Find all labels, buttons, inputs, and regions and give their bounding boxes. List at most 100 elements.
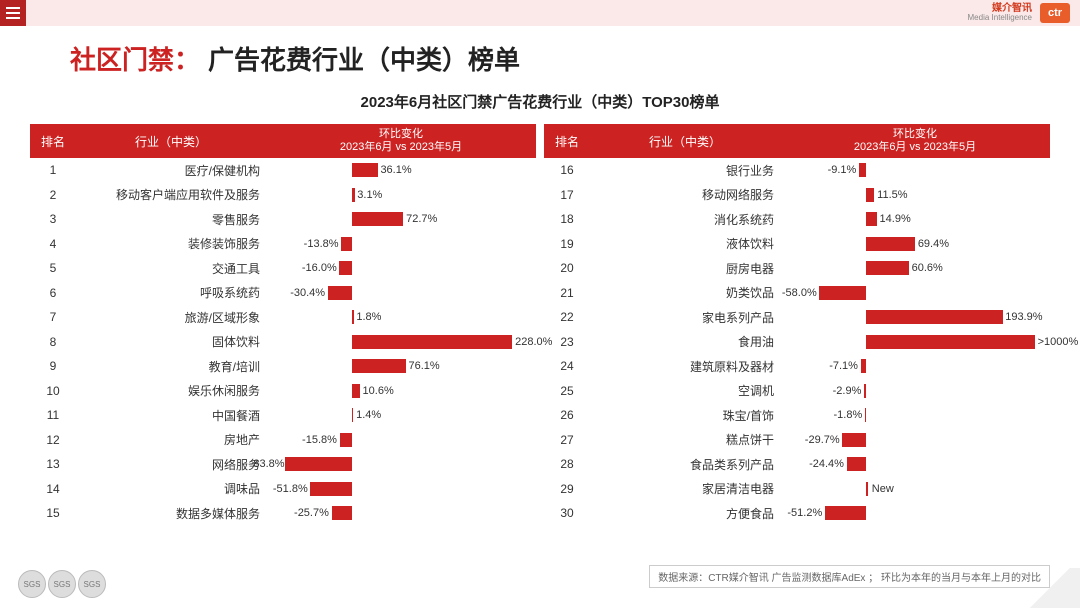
table-row: 4装修装饰服务-13.8% <box>30 232 536 257</box>
cell-change: -83.8% <box>266 452 536 477</box>
bar-label: -29.7% <box>805 434 840 446</box>
th-change: 环比变化 2023年6月 vs 2023年5月 <box>266 128 536 154</box>
bar-label: -58.0% <box>782 287 817 299</box>
table-row: 14调味品-51.8% <box>30 477 536 502</box>
cell-change: -25.7% <box>266 501 536 526</box>
bar-label: -2.9% <box>833 385 862 397</box>
bar-label: 72.7% <box>406 213 437 225</box>
cell-rank: 12 <box>30 433 76 447</box>
cell-rank: 27 <box>544 433 590 447</box>
cell-rank: 2 <box>30 188 76 202</box>
cell-industry: 医疗/保健机构 <box>76 162 266 179</box>
cell-rank: 16 <box>544 163 590 177</box>
table-row: 7旅游/区域形象1.8% <box>30 305 536 330</box>
bar-label: -25.7% <box>294 507 329 519</box>
cell-rank: 4 <box>30 237 76 251</box>
bar <box>866 261 909 275</box>
bar <box>332 506 353 520</box>
cell-change: -7.1% <box>780 354 1050 379</box>
bar <box>866 212 876 226</box>
bar <box>352 335 512 349</box>
bar <box>352 310 353 324</box>
cell-rank: 6 <box>30 286 76 300</box>
cell-rank: 8 <box>30 335 76 349</box>
cell-change: 3.1% <box>266 183 536 208</box>
cell-change: -16.0% <box>266 256 536 281</box>
cell-change: 193.9% <box>780 305 1050 330</box>
bar-label: 60.6% <box>912 262 943 274</box>
table-row: 10娱乐休闲服务10.6% <box>30 379 536 404</box>
bar-label: 193.9% <box>1005 311 1042 323</box>
cell-change: 228.0% <box>266 330 536 355</box>
cell-industry: 方便食品 <box>590 505 780 522</box>
bar <box>328 286 353 300</box>
cell-rank: 29 <box>544 482 590 496</box>
title-rest: 广告花费行业（中类）榜单 <box>208 40 520 77</box>
cell-change: -13.8% <box>266 232 536 257</box>
bar-label: -15.8% <box>302 434 337 446</box>
table-row: 2移动客户端应用软件及服务 3.1% <box>30 183 536 208</box>
bar-label: New <box>872 483 894 495</box>
bar-label: 1.4% <box>356 409 381 421</box>
cell-industry: 银行业务 <box>590 162 780 179</box>
brand-block: 媒介智讯 Media Intelligence ctr <box>968 3 1080 23</box>
bar-label: -7.1% <box>829 360 858 372</box>
cell-rank: 9 <box>30 359 76 373</box>
cell-industry: 呼吸系统药 <box>76 284 266 301</box>
footer-note: 数据来源：CTR媒介智讯 广告监测数据库AdEx ； 环比为本年的当月与本年上月… <box>649 565 1050 588</box>
table-row: 20厨房电器 60.6% <box>544 256 1050 281</box>
table-row: 25空调机-2.9% <box>544 379 1050 404</box>
table-row: 1医疗/保健机构36.1% <box>30 158 536 183</box>
cell-rank: 3 <box>30 212 76 226</box>
bar-label: -51.8% <box>273 483 308 495</box>
table-row: 30方便食品-51.2% <box>544 501 1050 526</box>
cell-change: -51.2% <box>780 501 1050 526</box>
table-header-left: 排名 行业（中类） 环比变化 2023年6月 vs 2023年5月 <box>30 124 536 158</box>
bar <box>340 433 353 447</box>
bar <box>285 457 353 471</box>
cell-industry: 珠宝/首饰 <box>590 407 780 424</box>
cell-change: 72.7% <box>266 207 536 232</box>
hamburger-menu-icon[interactable] <box>0 0 26 26</box>
bar-label: 3.1% <box>357 189 382 201</box>
cell-rank: 1 <box>30 163 76 177</box>
bar <box>866 310 1002 324</box>
cell-change: 69.4% <box>780 232 1050 257</box>
cell-rank: 13 <box>30 457 76 471</box>
cell-industry: 家电系列产品 <box>590 309 780 326</box>
bar-label: -16.0% <box>302 262 337 274</box>
table-row: 21奶类饮品-58.0% <box>544 281 1050 306</box>
bar-label: 1.8% <box>356 311 381 323</box>
bar <box>866 335 1034 349</box>
cell-industry: 厨房电器 <box>590 260 780 277</box>
cell-rank: 26 <box>544 408 590 422</box>
brand-logo: ctr <box>1040 3 1070 23</box>
cell-industry: 食品类系列产品 <box>590 456 780 473</box>
cell-rank: 7 <box>30 310 76 324</box>
cell-industry: 食用油 <box>590 333 780 350</box>
cell-change: 60.6% <box>780 256 1050 281</box>
cert-badges: SGS SGS SGS <box>18 570 106 598</box>
cell-industry: 移动客户端应用软件及服务 <box>76 186 266 203</box>
cell-change: -9.1% <box>780 158 1050 183</box>
cell-rank: 10 <box>30 384 76 398</box>
main-content: 社区门禁： 广告花费行业（中类）榜单 2023年6月社区门禁广告花费行业（中类）… <box>30 40 1050 526</box>
title-accent: 社区门禁： <box>70 40 200 77</box>
bar <box>859 163 866 177</box>
cell-industry: 网络服务 <box>76 456 266 473</box>
cell-industry: 固体饮料 <box>76 333 266 350</box>
cell-rank: 28 <box>544 457 590 471</box>
cell-rank: 20 <box>544 261 590 275</box>
table-row: 6呼吸系统药-30.4% <box>30 281 536 306</box>
bar <box>866 482 868 496</box>
cell-industry: 数据多媒体服务 <box>76 505 266 522</box>
th-rank: 排名 <box>30 133 76 150</box>
table-row: 19液体饮料69.4% <box>544 232 1050 257</box>
th-change: 环比变化 2023年6月 vs 2023年5月 <box>780 128 1050 154</box>
cell-change: >1000% <box>780 330 1050 355</box>
cell-change: -30.4% <box>266 281 536 306</box>
table-row: 9教育/培训76.1% <box>30 354 536 379</box>
bar <box>847 457 867 471</box>
cell-rank: 14 <box>30 482 76 496</box>
cell-industry: 消化系统药 <box>590 211 780 228</box>
